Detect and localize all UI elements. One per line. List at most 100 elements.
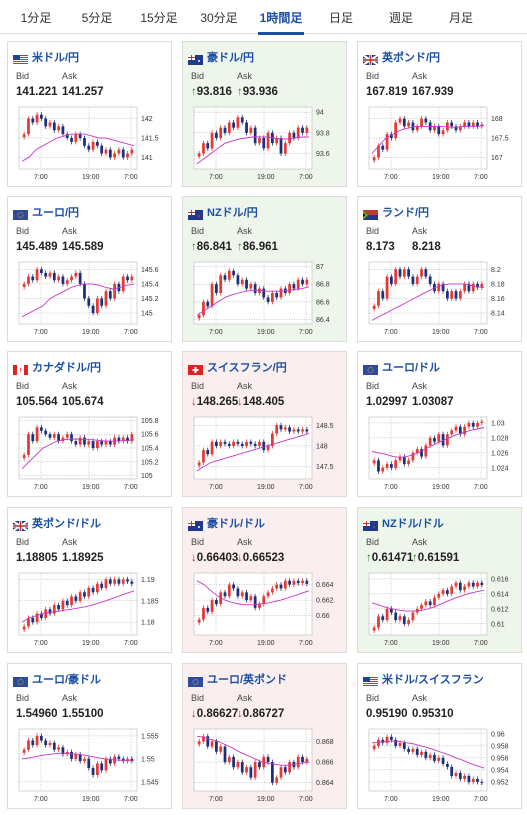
price-chart[interactable]: 8.2 8.18 8.16 8.14 7:00 19:00 7:00 [367, 260, 515, 338]
price-chart[interactable]: 0.664 0.662 0.66 7:00 19:00 7:00 [192, 571, 340, 649]
ask-price: 8.218 [412, 241, 441, 253]
plot-area [193, 728, 313, 792]
currency-pair-title[interactable]: 豪ドル/ドル [207, 518, 266, 530]
moving-average-line [371, 125, 485, 154]
currency-card[interactable]: ランド/円 Bid Ask 8.173 8.218 8.2 8.18 8.16 8.14 7:00… [357, 196, 522, 342]
currency-card[interactable]: NZドル/ドル Bid Ask ↑0.61471 ↑0.61591 0.616 0.614 0… [357, 507, 522, 653]
currency-pair-title[interactable]: ランド/円 [382, 207, 430, 219]
candle [283, 427, 287, 430]
ask-price: 145.589 [62, 241, 104, 253]
currency-card[interactable]: ユーロ/円 Bid Ask 145.489 145.589 145.6 145.4 145.2… [7, 196, 172, 342]
currency-card[interactable]: 英ポンド/ドル Bid Ask 1.18805 1.18925 1.19 1.185 1.18… [7, 507, 172, 653]
candle [108, 149, 112, 158]
currency-pair-title[interactable]: カナダドル/円 [32, 362, 102, 374]
price-chart[interactable]: 0.96 0.958 0.956 0.954 0.952 7:00 19:00 7:00 [367, 727, 515, 805]
currency-card[interactable]: 豪ドル/ドル Bid Ask ↓0.66403 ↓0.66523 0.664 0.662 0.… [182, 507, 347, 653]
currency-pair-title[interactable]: 英ポンド/ドル [32, 518, 102, 530]
tab-30min[interactable]: 30分足 [200, 11, 238, 25]
currency-pair-title[interactable]: ユーロ/英ポンド [207, 674, 288, 686]
tab-daily[interactable]: 日足 [328, 11, 353, 25]
price-chart[interactable]: 142 141.5 141 7:00 19:00 7:00 [17, 105, 165, 183]
ask-value: 1.18925 [62, 552, 104, 564]
bid-label: Bid [16, 71, 30, 81]
currency-card[interactable]: ユーロ/豪ドル Bid Ask 1.54960 1.55100 1.555 1.55 1.54… [7, 663, 172, 809]
candle [253, 127, 257, 144]
candle [87, 298, 91, 306]
tab-1min[interactable]: 1分足 [20, 11, 52, 25]
currency-pair-title[interactable]: 豪ドル/円 [207, 52, 255, 64]
candle [372, 627, 376, 631]
currency-card[interactable]: カナダドル/円 Bid Ask 105.564 105.674 105.8 105.6 105… [7, 351, 172, 497]
price-chart[interactable]: 1.19 1.185 1.18 7:00 19:00 7:00 [17, 571, 165, 649]
candle [415, 748, 419, 755]
candle [61, 747, 65, 755]
candle [377, 739, 380, 746]
candle [377, 616, 380, 628]
currency-card[interactable]: 英ポンド/円 Bid Ask 167.819 167.939 168 167.5 167 7:0… [357, 41, 522, 187]
candle [215, 132, 218, 138]
candle [126, 153, 129, 158]
price-chart[interactable]: 148.5 148 147.5 7:00 19:00 7:00 [192, 415, 340, 493]
currency-pair-title[interactable]: 米ドル/スイスフラン [382, 674, 484, 686]
candle [219, 275, 223, 293]
candle [471, 122, 475, 127]
arrow-up-icon: ↑ [237, 86, 243, 98]
price-chart[interactable]: 1.03 1.028 1.026 1.024 7:00 19:00 7:00 [367, 415, 515, 493]
candle [130, 581, 134, 584]
currency-pair-title[interactable]: NZドル/円 [207, 207, 258, 219]
currency-card[interactable]: 米ドル/スイスフラン Bid Ask 0.95190 0.95310 0.96 0.958 0… [357, 663, 522, 809]
currency-card[interactable]: ユーロ/ドル Bid Ask 1.02997 1.03087 1.03 1.028 1.026… [357, 351, 522, 497]
tab-weekly[interactable]: 週足 [388, 11, 413, 25]
candle [31, 617, 35, 623]
currency-pair-title[interactable]: ユーロ/ドル [382, 362, 441, 374]
candle [458, 582, 462, 591]
tab-1hour[interactable]: 1時間足 [254, 0, 308, 35]
currency-card[interactable]: 豪ドル/円 Bid Ask ↑93.816 ↑93.936 94 93.8 93.6 7:00 1… [182, 41, 347, 187]
candle [96, 441, 99, 448]
candle [44, 609, 48, 618]
y-tick-label: 8.14 [491, 311, 505, 318]
price-chart[interactable]: 87 86.8 86.6 86.4 7:00 19:00 7:00 [192, 260, 340, 338]
candle [232, 270, 235, 276]
price-chart[interactable]: 0.616 0.614 0.612 0.61 7:00 19:00 7:00 [367, 571, 515, 649]
candle [197, 315, 201, 319]
candle [52, 272, 56, 281]
price-chart[interactable]: 145.6 145.4 145.2 145 7:00 19:00 7:00 [17, 260, 165, 338]
price-chart[interactable]: 1.555 1.55 1.545 7:00 19:00 7:00 [17, 727, 165, 805]
candle [476, 582, 479, 587]
bid-label: Bid [366, 226, 380, 236]
candle [271, 762, 274, 783]
bid-value: 148.265 [196, 396, 239, 408]
currency-card[interactable]: 米ドル/円 Bid Ask 141.221 141.257 142 141.5 141 7:00… [7, 41, 172, 187]
tab-monthly[interactable]: 月足 [448, 11, 473, 25]
candle [117, 756, 121, 759]
candle [454, 291, 458, 299]
candle [266, 756, 270, 763]
tab-15min[interactable]: 15分足 [140, 11, 178, 25]
candle [206, 143, 210, 149]
candle [437, 593, 441, 598]
currency-pair-title[interactable]: ユーロ/豪ドル [32, 674, 102, 686]
candle [52, 122, 56, 131]
currency-card[interactable]: NZドル/円 Bid Ask ↑86.841 ↑86.961 87 86.8 86.6 86.4… [182, 196, 347, 342]
price-chart[interactable]: 105.8 105.6 105.4 105.2 105 7:00 19:00 7:00 [17, 415, 165, 493]
y-tick-label: 0.866 [316, 760, 334, 767]
currency-pair-title[interactable]: スイスフラン/円 [207, 362, 287, 374]
candle [74, 134, 78, 142]
currency-card[interactable]: ユーロ/英ポンド Bid Ask ↓0.86627 ↓0.86727 0.868 0.866… [182, 663, 347, 809]
tab-5min[interactable]: 5分足 [81, 11, 113, 25]
candle [113, 283, 116, 299]
currency-card[interactable]: スイスフラン/円 Bid Ask ↓148.265 ↓148.405 148.5 148 14… [182, 351, 347, 497]
candlestick-chart: 1.19 1.185 1.18 7:00 19:00 7:00 [18, 572, 159, 647]
price-chart[interactable]: 94 93.8 93.6 7:00 19:00 7:00 [192, 105, 340, 183]
currency-pair-title[interactable]: 米ドル/円 [32, 52, 80, 64]
price-chart[interactable]: 0.868 0.866 0.864 7:00 19:00 7:00 [192, 727, 340, 805]
x-tick-label: 7:00 [384, 640, 398, 647]
candle [70, 434, 73, 442]
currency-pair-title[interactable]: 英ポンド/円 [382, 52, 441, 64]
currency-pair-title[interactable]: NZドル/ドル [382, 518, 444, 530]
currency-pair-title[interactable]: ユーロ/円 [32, 207, 80, 219]
candle [78, 754, 82, 762]
candle [40, 613, 43, 618]
price-chart[interactable]: 168 167.5 167 7:00 19:00 7:00 [367, 105, 515, 183]
